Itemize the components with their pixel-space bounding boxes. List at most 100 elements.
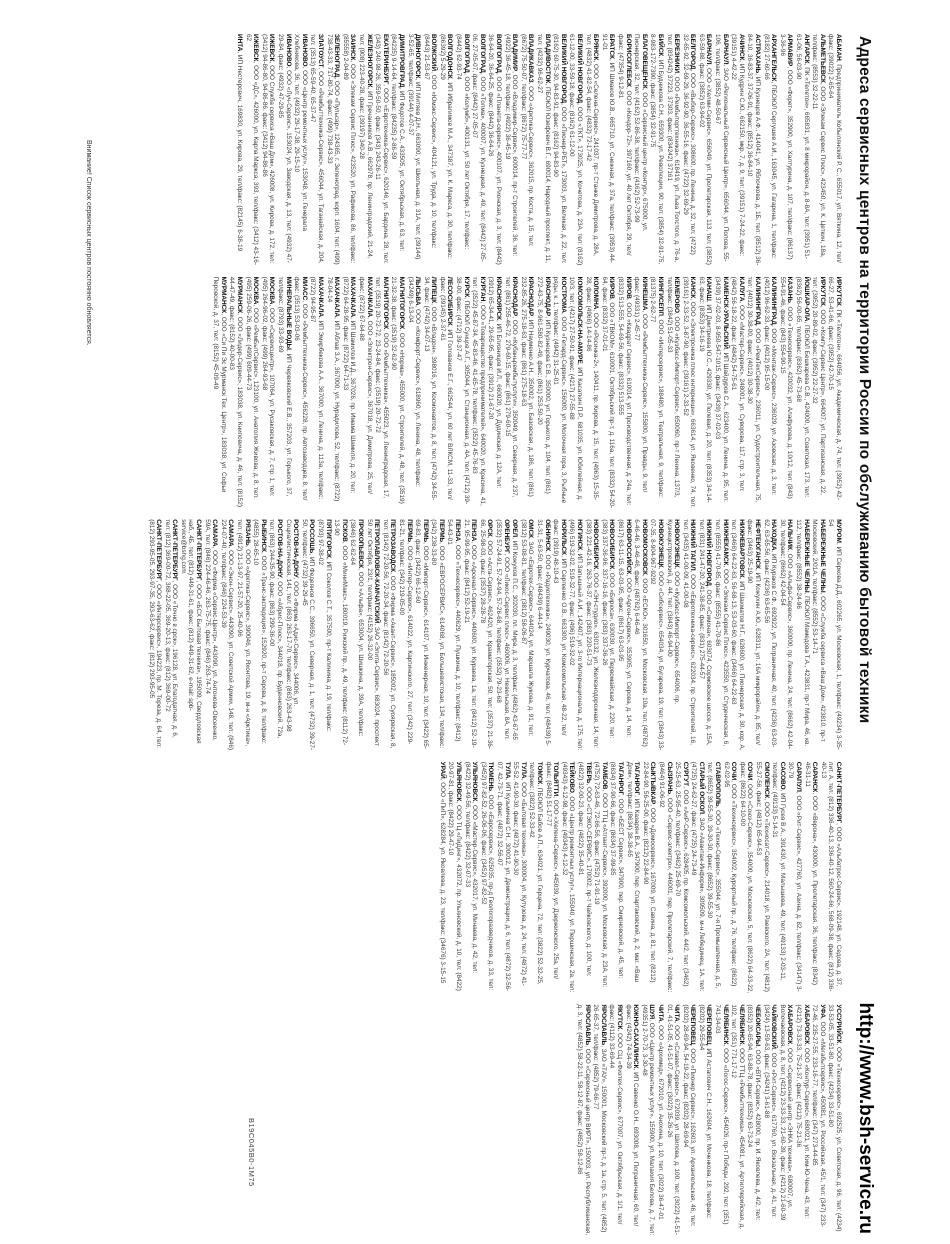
service-entry: ТУЛА, ООО «Бытовая техника», 300004, ул.… <box>512 762 527 994</box>
entry-city: БЛАГОВЕЩЕНСК <box>640 34 648 89</box>
entry-city: КРАСНОДАР <box>527 276 535 317</box>
service-entry: ИВАНОВО, ООО «Центр ремонтных услуг», 15… <box>293 34 308 266</box>
entry-city: ВОЛГОДОНСК <box>446 34 454 79</box>
entry-city: ТЕЙКОВО <box>568 761 576 793</box>
entry-info: , ИП Нестерович, 169830, ул. Кирова, 29,… <box>236 51 244 252</box>
service-entry: УФА, ООО «Мегабытсервис», 450081, ул. Ро… <box>811 1004 826 1236</box>
service-entry: КАМЕНСК-УРАЛЬСКИЙ, ИП Шайдуров С.А., 623… <box>714 277 729 509</box>
service-entry: КИНГИСЕПП, ООО «Интерсервис», 188480, ул… <box>649 277 664 509</box>
entry-city: ПЕРМЬ <box>421 519 429 543</box>
service-entry: САМАРА, ООО «Фирма «Сервис-Центр», 44309… <box>203 519 219 751</box>
entry-info: , ИП Кожухов П.С., 302030, пл. Мира, д. … <box>511 537 519 741</box>
entry-city: ТАМБОВ <box>600 761 608 790</box>
entry-info: , ООО «Фирма «Сервис-Центр», 443090, ул.… <box>203 519 219 741</box>
entry-city: УЛЬЯНОВСК <box>455 761 463 802</box>
entry-city: ОБНИНСК <box>543 519 551 552</box>
entry-city: МИНЕРАЛЬНЫЕ ВОДЫ <box>284 276 292 350</box>
entry-info: , ООО «Евросервис», 625035, пр-д Геолого… <box>479 761 495 991</box>
service-entry: ОРЕНБУРГ, ООО «Ликос-Сервис плюс», 46000… <box>494 519 510 751</box>
service-entry: КОЛОМНА, ООО «Росинка-2», 140411, пр. Ки… <box>584 277 600 509</box>
service-entry: НАЛЬЧИК, ООО «Альфа-Сервис», 360000, пр.… <box>778 519 794 751</box>
column-4: САНКТ-ПЕТЕРБУРГ, ООО «Альбатрос-Сервис»,… <box>55 762 842 994</box>
entry-info: , ООО «Рембыттехника-Сервис», 456044, ул… <box>309 34 324 264</box>
entry-info: , ООО «Элекам Сервис Плюс», 423520, ул. … <box>341 34 357 264</box>
service-entry: КУРГАН, ООО «Товарищество предпринимател… <box>471 277 486 509</box>
entry-city: ИЖЕВСК <box>268 34 276 62</box>
entry-city: ЗАИНСК <box>349 34 357 61</box>
entry-city: НОГИНСК <box>576 519 583 551</box>
entry-info: , ИП Шмаков Ю.В., 665710, ул. Снежная, д… <box>600 34 616 264</box>
entry-city: МИАСС <box>300 276 308 301</box>
service-entry: АЧИНСК, ИП Кудрин С.Ю., 662150, мкр. 7, … <box>730 34 745 266</box>
entry-info: , ИП Будникова С.Н., 659300, ул. Революц… <box>649 34 664 265</box>
service-entry: ПРОКОПЬЕВСК, ООО «Альфа», 653004, ул. Ши… <box>349 519 364 751</box>
entry-info: , ООО «Электроника плюс интернешн», 6636… <box>681 276 697 508</box>
entry-info: , ИП Федеянов С.С., 396650, ул. Северная… <box>300 519 316 751</box>
entry-city: КРАСНОЯРСК <box>495 276 503 320</box>
entry-city: ИВАНОВО <box>300 34 308 67</box>
service-entry: НИЖНЕКАМСК, ООО «Элекам Сервис Плюс», 42… <box>714 519 729 751</box>
entry-city: КАНАШ <box>705 276 713 301</box>
entry-info: , ООО «Радиотехника», 249030, ул. Курчат… <box>536 519 551 747</box>
entry-city: НИЖНЕКАМСК <box>721 519 729 566</box>
entry-city: ЙОШКАР-ОЛА <box>802 276 810 322</box>
service-entry: САНКТ-ПЕТЕРБУРГ, ООО «Альбатрос-Сервис»,… <box>819 762 842 994</box>
entry-info: , ПБОЮЛ Сунцов А.Г., 305044, ул. Станцио… <box>455 276 470 505</box>
entry-city: ВОЛГОГРАД <box>495 34 503 73</box>
service-entry: НОВОРОССИЙСК, ООО «Аргон-Сервис», 353905… <box>616 519 632 751</box>
entry-info: , ООО «Рембыттехника-Сервис», 456228, пр… <box>293 276 308 501</box>
service-entry: САРАПУЛ, ООО «Рит-Сервис», 427760, ул. А… <box>787 762 802 994</box>
entry-info: , ООО «Славел-Сервис», 672039, ул. Шилов… <box>665 1004 681 1235</box>
service-entry: БЕРЕЗНИКИ, ООО «Рембыторгтехника», 61841… <box>665 34 681 266</box>
entry-info: , ООО «Арктика-Сервис», 390046, ул. Яхон… <box>236 519 251 747</box>
entry-city: КОМСОМОЛЬСК-НА-АМУРЕ <box>576 276 583 364</box>
entry-city: ПСКОВ <box>340 519 348 542</box>
service-entry: БИЙСК, ИП Будникова С.Н., 659300, ул. Ре… <box>649 34 664 266</box>
service-entry: ОБНИНСК, ООО «Радиотехника», 249030, ул.… <box>535 519 551 751</box>
entry-city: МАГНИТОГОРСК <box>397 276 405 330</box>
entry-info: , ООО «Центр ремонтных услуг», 155040, у… <box>560 761 576 993</box>
service-entry: КИРОВ, ООО «ТВКОМ», 610001, Октябрьский … <box>600 277 616 509</box>
entry-info: , ООО «Рит-Сервис», 427760, ул. Азина, д… <box>787 761 803 992</box>
service-entry: ЖЕЛЕЗНОГОРСК, ИП Гречанников А.В., 66297… <box>357 34 373 266</box>
entry-city: КЕМЕРОВО <box>673 276 681 313</box>
entry-info: , ООО «Архимед», 672010, ул. Анохина, д.… <box>656 1021 664 1220</box>
entry-city: ВОЛЖСКИЙ <box>430 34 438 72</box>
service-entry: НОВОСИБИРСК, ООО «ЭН-студио», 630132, ул… <box>584 519 600 751</box>
entry-info: , ООО «Комту-Сервис Центр», 664007, ул. … <box>811 276 826 495</box>
service-entry: ЕКАТЕРИНБУРГ, ООО «Евротехника-Сервис», … <box>374 34 389 266</box>
entry-info: , ООО «Центр ремонтных услуг», 155900, у… <box>640 1004 656 1236</box>
entry-info: , ЗАО «Евротех-Сервис», 644024, ул. Марш… <box>519 519 535 737</box>
service-entry: МАХАЧКАЛА, ООО «Электрон-Сервис», 367018… <box>357 276 373 509</box>
entry-city: ЯРОСЛАВЛЬ <box>599 1004 607 1046</box>
entry-city: БЕРЕЗНИКИ <box>673 34 681 74</box>
entry-city: САМАРА <box>227 519 235 547</box>
entry-city: МАХАЧКАЛА <box>365 276 373 318</box>
service-entry: ПЕТРОПАВЛОВСК-КАМЧАТСКИЙ, ЗАО «Элита-Сер… <box>365 519 381 751</box>
service-entry: УССУРИЙСК, ООО «Техносервис», 692525, ул… <box>827 1004 842 1236</box>
service-entry: СУРГУТ, ООО «АиР-Сервис», 628405, пр. Ко… <box>674 762 689 994</box>
service-entry: АРМАВИР, ООО «Форет», 352900, ул. Халтур… <box>778 34 794 266</box>
entry-city: БАРНАУЛ <box>705 34 713 65</box>
service-entry: БАРНАУЛ, ООО «Хелми-Сервис», 656049, ул.… <box>697 34 713 266</box>
entry-city: НОВОРОССИЙСК <box>624 519 632 575</box>
entry-city: КРАСНОДАР <box>511 276 519 317</box>
service-entry: МАХАЧКАЛА, ИП Эмирбекова А.А., 367000, у… <box>309 277 324 509</box>
entry-city: НОВОСИБИРСК <box>608 519 616 570</box>
entry-city: ВЛАДИКАВКАЗ <box>527 34 535 83</box>
service-entry: ЧЕБОКСАРЫ, ООО «ВТИ-Сервис», 428000, пр.… <box>746 1004 761 1236</box>
service-entry: МИНЕРАЛЬНЫЕ ВОДЫ, ИП Червяковский Е.В., … <box>276 276 292 509</box>
service-entry: КИНЕШМА, ООО «Рембыттехника-Сервис», 155… <box>633 277 648 509</box>
service-entry: СТАВРОПОЛЬ, ООО «Техно-Сервис», 355044, … <box>706 762 722 994</box>
entry-city: БРАТСК <box>608 34 616 60</box>
entry-city: КАНСК <box>689 276 697 299</box>
entry-city: ЧЕЛЯБИНСК <box>737 1004 745 1045</box>
service-entry: ТЮМЕНЬ, ООО «Евросервис», 625035, пр-д Г… <box>479 761 495 994</box>
entry-city: АРМАВИР <box>786 34 794 67</box>
entry-city: ЧИТА <box>673 1004 681 1022</box>
entry-city: КАЛУГА <box>737 276 745 302</box>
entry-city: ТАГАНРОГ <box>616 761 624 796</box>
service-entry: ПЕРМЬ, ООО «ЕВРОСЕРВИС», 614068, ул. Бол… <box>430 519 445 751</box>
service-entry: САМАРА, ООО «Энон-Сервис», 443090, ул. С… <box>219 519 235 751</box>
